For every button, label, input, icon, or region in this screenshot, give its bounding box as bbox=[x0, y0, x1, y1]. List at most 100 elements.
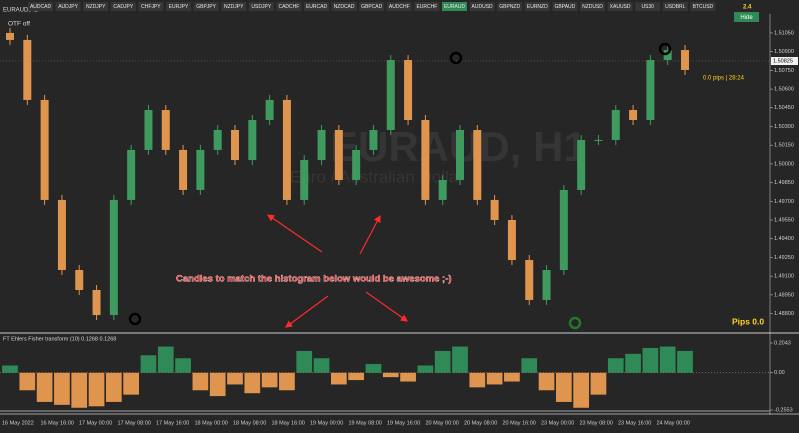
symbol-tab[interactable] bbox=[248, 2, 274, 11]
symbol-tab-label[interactable]: USDJPY bbox=[251, 4, 271, 10]
symbol-tab-label[interactable]: NZDJPY bbox=[86, 4, 106, 10]
y-tick-label: 1.49550 bbox=[774, 217, 794, 223]
histogram-bar bbox=[642, 348, 659, 373]
candle-body bbox=[352, 149, 361, 180]
time-label: 19 May 00:00 bbox=[310, 420, 343, 426]
y-tick-label: 1.49250 bbox=[774, 255, 794, 261]
symbol-tab-label[interactable]: CADJPY bbox=[113, 4, 133, 10]
symbol-tab[interactable] bbox=[497, 2, 523, 11]
symbol-tab[interactable] bbox=[552, 2, 578, 11]
histogram-bar bbox=[157, 346, 174, 373]
symbol-tab[interactable] bbox=[359, 2, 385, 11]
histogram-bar bbox=[573, 372, 590, 408]
symbol-tab[interactable] bbox=[166, 2, 191, 11]
candle-body bbox=[161, 110, 170, 150]
time-label: 19 May 08:00 bbox=[349, 420, 382, 426]
symbol-tab[interactable] bbox=[193, 2, 219, 11]
histogram-bar bbox=[400, 372, 416, 382]
symbol-tab-label[interactable]: US30 bbox=[641, 4, 654, 10]
histogram-bar bbox=[452, 346, 468, 373]
symbol-tab[interactable] bbox=[414, 2, 440, 11]
symbol-tab-label[interactable]: GBPCAD bbox=[361, 4, 383, 10]
symbol-tab[interactable] bbox=[662, 2, 688, 11]
candle-body bbox=[196, 149, 205, 190]
symbol-tab[interactable] bbox=[221, 2, 247, 11]
symbol-tab-label[interactable]: XAUUSD bbox=[610, 4, 631, 10]
symbol-tab[interactable] bbox=[580, 2, 605, 11]
y-tick-label: 1.50450 bbox=[774, 105, 794, 111]
histogram-bar bbox=[123, 372, 140, 395]
symbol-tab[interactable] bbox=[607, 2, 633, 11]
time-label: 17 May 08:00 bbox=[118, 420, 151, 426]
symbol-tab-label[interactable]: EURNZD bbox=[527, 4, 548, 10]
symbol-tab-label[interactable]: AUDUSD bbox=[472, 4, 494, 10]
symbol-tab-label[interactable]: CHFJPY bbox=[141, 4, 161, 10]
symbol-tab[interactable] bbox=[635, 2, 661, 11]
symbol-tab[interactable] bbox=[138, 2, 164, 11]
y-tick-label: 1.49700 bbox=[774, 199, 794, 205]
symbol-tab-label[interactable]: CADCHF bbox=[278, 4, 299, 10]
symbol-tab[interactable] bbox=[276, 2, 302, 11]
time-label: 23 May 00:00 bbox=[541, 420, 574, 426]
symbol-tab-label[interactable]: AUDCHF bbox=[389, 4, 410, 10]
symbol-label: EURAUD,H1 bbox=[3, 8, 38, 14]
symbol-tab-label[interactable]: NZDUSD bbox=[582, 4, 603, 10]
symbol-tab-label[interactable]: EURCAD bbox=[306, 4, 328, 10]
y-tick-label: 1.50150 bbox=[774, 143, 794, 149]
candle-body bbox=[421, 120, 430, 200]
y-tick-label: 1.48800 bbox=[774, 311, 794, 317]
version: 2.4 bbox=[743, 5, 752, 11]
symbol-tab[interactable] bbox=[442, 2, 467, 11]
symbol-tab-label[interactable]: GBPNZD bbox=[499, 4, 520, 10]
histogram-bar bbox=[607, 358, 624, 373]
hide-button-label[interactable]: Hide bbox=[740, 15, 753, 21]
symbol-tab-label[interactable]: EURCHF bbox=[416, 4, 437, 10]
histogram-bar bbox=[54, 372, 70, 405]
symbol-tab[interactable] bbox=[690, 2, 716, 11]
candle-body bbox=[525, 260, 534, 300]
annotation: Candles to match the histogram below wou… bbox=[176, 274, 452, 285]
histogram-bar bbox=[625, 353, 641, 373]
symbol-tab-label[interactable]: USDBRL bbox=[665, 4, 686, 10]
symbol-tab[interactable] bbox=[110, 2, 136, 11]
histogram-bar bbox=[175, 358, 191, 373]
y-tick-label: 1.50000 bbox=[774, 161, 794, 167]
y-tick-label: -0.2553 bbox=[774, 407, 793, 413]
symbol-tab-label[interactable]: EURJPY bbox=[169, 4, 189, 10]
symbol-tab-label[interactable]: GBPJPY bbox=[196, 4, 216, 10]
y-tick-label: 1.50750 bbox=[774, 68, 794, 74]
symbol-tab[interactable] bbox=[524, 2, 550, 11]
candle-body bbox=[473, 129, 482, 200]
symbol-tab[interactable] bbox=[55, 2, 81, 11]
symbol-tab-label[interactable]: EURAUD bbox=[444, 4, 466, 10]
histogram-bar bbox=[538, 372, 555, 391]
symbol-tab-label[interactable]: NZDCAD bbox=[334, 4, 355, 10]
high-low-marker bbox=[568, 316, 582, 330]
symbol-tab-label[interactable]: BTCUSD bbox=[693, 4, 714, 10]
histogram-bar bbox=[105, 372, 122, 402]
candle-body bbox=[438, 179, 447, 200]
candle-body bbox=[386, 60, 395, 130]
symbol-tab[interactable] bbox=[331, 2, 357, 11]
y-tick-label: 1.51050 bbox=[774, 30, 794, 36]
y-tick-label: 1.48950 bbox=[774, 292, 794, 298]
symbol-tab-label[interactable]: AUDCAD bbox=[30, 4, 52, 10]
symbol-tab[interactable] bbox=[28, 2, 53, 11]
histogram-bar bbox=[434, 350, 451, 373]
histogram-bar bbox=[209, 372, 226, 397]
status: OTF off bbox=[8, 21, 30, 28]
symbol-tab[interactable] bbox=[83, 2, 109, 11]
histogram-bar bbox=[140, 355, 157, 373]
time-label: 18 May 08:00 bbox=[233, 420, 266, 426]
hide-button[interactable] bbox=[734, 12, 759, 22]
histogram-bar bbox=[677, 350, 693, 373]
symbol-tab-label[interactable]: GBPAUD bbox=[555, 4, 576, 10]
candle-body bbox=[23, 39, 32, 100]
symbol-tab[interactable] bbox=[469, 2, 495, 11]
symbol-tab-label[interactable]: NZDJPY bbox=[224, 4, 244, 10]
candle-body bbox=[404, 60, 413, 120]
symbol-tab[interactable] bbox=[386, 2, 412, 11]
symbol-tab-label[interactable]: AUDJPY bbox=[58, 4, 78, 10]
symbol-tab[interactable] bbox=[304, 2, 329, 11]
